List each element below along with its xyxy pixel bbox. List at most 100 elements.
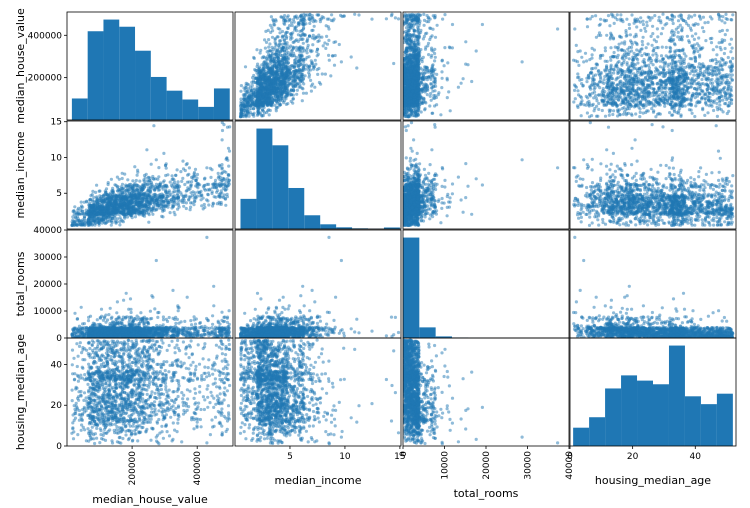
- scatter-point: [641, 19, 645, 23]
- scatter-point: [403, 74, 407, 78]
- scatter-point: [658, 65, 662, 69]
- scatter-point: [440, 59, 444, 63]
- scatter-point: [300, 19, 304, 23]
- scatter-point: [244, 115, 248, 119]
- scatter-point: [650, 81, 654, 85]
- scatter-point: [730, 78, 734, 82]
- scatter-point: [690, 111, 694, 115]
- scatter-point: [415, 109, 419, 113]
- scatter-point: [688, 26, 693, 30]
- scatter-point: [273, 91, 277, 95]
- scatter-point: [412, 93, 416, 97]
- scatter-point: [267, 85, 271, 89]
- scatter-point: [417, 105, 421, 109]
- scatter-point: [710, 104, 714, 108]
- scatter-point: [634, 34, 638, 38]
- scatter-point: [275, 69, 279, 73]
- scatter-point: [339, 60, 343, 64]
- scatter-point: [314, 62, 318, 66]
- scatter-point: [635, 48, 639, 52]
- scatter-point: [667, 68, 671, 72]
- scatter-point: [327, 27, 331, 31]
- scatter-point: [703, 113, 707, 117]
- scatter-point: [448, 109, 452, 113]
- scatter-point: [291, 80, 296, 84]
- scatter-point: [668, 111, 672, 115]
- scatter-point: [407, 46, 411, 51]
- scatter-point: [651, 63, 655, 67]
- scatter-point: [678, 35, 683, 39]
- scatter-point: [241, 93, 245, 97]
- scatter-point: [297, 48, 301, 52]
- scatter-point: [651, 49, 655, 53]
- scatter-point: [313, 85, 317, 89]
- scatter-median_house_value-vs-total_rooms: [403, 12, 560, 119]
- scatter-point: [694, 104, 698, 108]
- scatter-point: [309, 59, 313, 63]
- scatter-point: [597, 31, 602, 35]
- scatter-point: [605, 59, 609, 64]
- scatter-point: [265, 98, 269, 102]
- scatter-point: [278, 50, 282, 54]
- scatter-point: [729, 89, 733, 93]
- scatter-point: [409, 85, 413, 89]
- scatter-point: [270, 35, 275, 39]
- scatter-point: [639, 28, 643, 32]
- scatter-point: [437, 91, 441, 95]
- scatter-point: [261, 95, 265, 99]
- scatter-point: [687, 81, 692, 85]
- scatter-point: [696, 22, 700, 26]
- scatter-point: [608, 24, 612, 28]
- scatter-point: [634, 112, 638, 116]
- scatter-point: [724, 17, 728, 21]
- scatter-point: [304, 91, 308, 95]
- scatter-point: [408, 69, 412, 73]
- scatter-point: [301, 41, 305, 45]
- scatter-point: [247, 111, 251, 116]
- scatter-point: [425, 93, 429, 97]
- scatter-point: [600, 108, 604, 113]
- scatter-point: [730, 98, 734, 102]
- scatter-point: [644, 104, 648, 108]
- scatter-point: [416, 46, 421, 51]
- scatter-point: [272, 59, 276, 63]
- scatter-point: [578, 78, 582, 82]
- scatter-point: [266, 82, 270, 86]
- scatter-point: [715, 45, 719, 49]
- scatter-point: [695, 42, 699, 46]
- scatter-point: [430, 64, 434, 68]
- scatter-point: [692, 66, 697, 70]
- scatter-point: [406, 17, 410, 21]
- scatter-point: [271, 79, 275, 83]
- scatter-point: [408, 60, 412, 64]
- scatter-point: [272, 23, 276, 27]
- scatter-point: [300, 37, 304, 42]
- scatter-point: [641, 43, 645, 47]
- scatter-point: [325, 42, 330, 46]
- scatter-point: [323, 41, 327, 45]
- scatter-point: [384, 17, 388, 21]
- scatter-point: [306, 43, 310, 48]
- scatter-point: [596, 82, 600, 86]
- scatter-point: [634, 20, 638, 24]
- scatter-point: [609, 83, 613, 88]
- data-layer: [70, 12, 735, 446]
- scatter-point: [258, 89, 262, 93]
- scatter-point: [275, 49, 279, 53]
- scatter-point: [300, 99, 304, 103]
- scatter-point: [423, 90, 427, 94]
- scatter-point: [283, 14, 287, 18]
- scatter-point: [620, 107, 624, 111]
- scatter-point: [278, 75, 283, 80]
- scatter-point: [261, 103, 265, 107]
- histogram-bar: [166, 90, 183, 120]
- scatter-point: [296, 22, 300, 26]
- scatter-point: [615, 76, 619, 80]
- scatter-point: [278, 39, 282, 43]
- scatter-point: [248, 99, 252, 103]
- scatter-point: [423, 108, 427, 112]
- scatter-point: [661, 66, 665, 70]
- scatter-point: [632, 51, 636, 56]
- scatter-point: [416, 63, 420, 67]
- scatter-point: [669, 103, 673, 107]
